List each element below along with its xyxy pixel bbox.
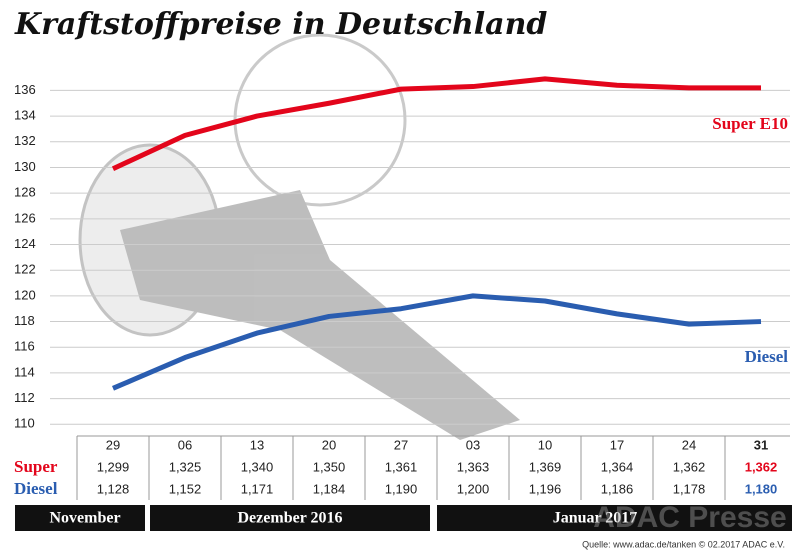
y-tick-label: 114 — [14, 364, 35, 379]
y-tick-label: 120 — [14, 287, 36, 302]
value-label: 1,363 — [457, 459, 490, 474]
legend-label: Super E10 — [712, 114, 788, 133]
value-label: 1,178 — [673, 481, 706, 496]
x-tick-label: 31 — [754, 437, 768, 452]
x-tick-label: 20 — [322, 437, 336, 452]
value-label: 1,325 — [169, 459, 202, 474]
y-tick-label: 116 — [14, 339, 35, 354]
y-tick-label: 118 — [14, 313, 35, 328]
x-tick-label: 06 — [178, 437, 192, 452]
value-label: 1,171 — [241, 481, 274, 496]
month-label: Dezember 2016 — [238, 510, 343, 527]
y-tick-label: 130 — [14, 159, 36, 174]
month-label: November — [49, 510, 120, 527]
value-label: 1,350 — [313, 459, 346, 474]
y-tick-label: 136 — [14, 82, 36, 97]
value-label: 1,361 — [385, 459, 418, 474]
month-label: Januar 2017 — [553, 510, 638, 527]
x-tick-label: 24 — [682, 437, 696, 452]
row-label: Diesel — [14, 479, 58, 498]
value-label: 1,180 — [745, 481, 778, 496]
value-label: 1,128 — [97, 481, 130, 496]
x-tick-label: 29 — [106, 437, 120, 452]
row-label: Super — [14, 457, 58, 476]
y-tick-label: 124 — [14, 236, 36, 251]
value-label: 1,364 — [601, 459, 634, 474]
x-tick-label: 27 — [394, 437, 408, 452]
watermark: ADAC Presse — [593, 501, 786, 534]
chart-title: Kraftstoffpreise in Deutschland — [14, 7, 547, 42]
y-tick-label: 112 — [14, 390, 35, 405]
value-label: 1,369 — [529, 459, 562, 474]
value-label: 1,190 — [385, 481, 418, 496]
x-tick-label: 17 — [610, 437, 624, 452]
value-label: 1,200 — [457, 481, 490, 496]
x-tick-label: 10 — [538, 437, 552, 452]
value-label: 1,362 — [745, 459, 778, 474]
y-tick-label: 134 — [14, 108, 36, 123]
illustration — [78, 33, 520, 440]
value-label: 1,152 — [169, 481, 202, 496]
month-bars: November Dezember 2016 Januar 2017 — [15, 505, 792, 531]
value-label: 1,362 — [673, 459, 706, 474]
series-line — [111, 76, 761, 172]
y-tick-label: 110 — [14, 416, 35, 431]
legend-label: Diesel — [745, 347, 789, 366]
y-tick-label: 126 — [14, 210, 36, 225]
value-label: 1,184 — [313, 481, 346, 496]
value-label: 1,299 — [97, 459, 130, 474]
series-line — [112, 293, 762, 391]
y-tick-label: 122 — [14, 262, 36, 277]
x-tick-label: 03 — [466, 437, 480, 452]
value-label: 1,196 — [529, 481, 562, 496]
source: Quelle: www.adac.de/tanken © 02.2017 ADA… — [582, 539, 785, 549]
y-tick-label: 128 — [14, 185, 36, 200]
x-tick-label: 13 — [250, 437, 264, 452]
value-label: 1,340 — [241, 459, 274, 474]
y-tick-label: 132 — [14, 133, 36, 148]
value-label: 1,186 — [601, 481, 634, 496]
